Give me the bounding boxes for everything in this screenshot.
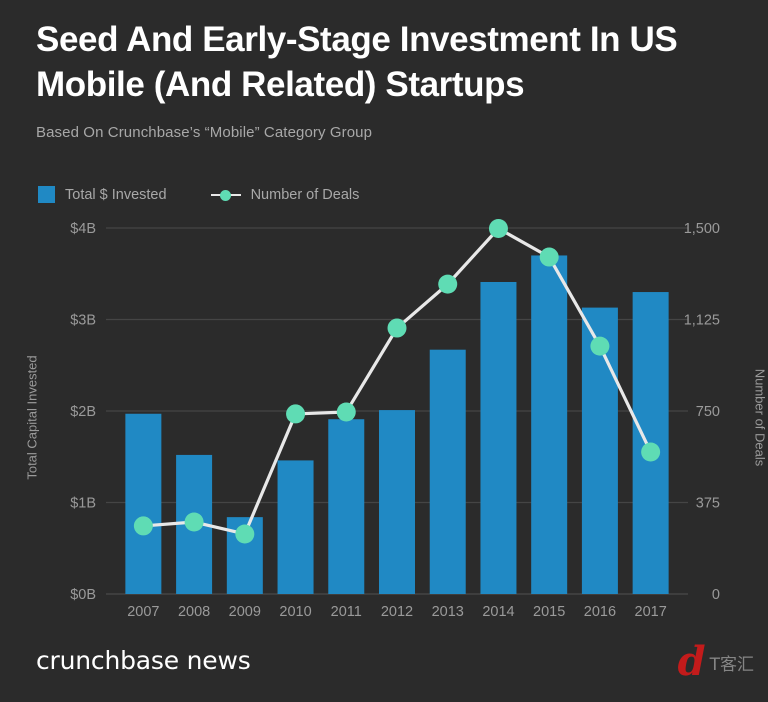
watermark: d T客汇 <box>678 642 754 682</box>
x-axis-tick-label: 2016 <box>584 604 616 620</box>
line-marker <box>286 404 306 424</box>
bar <box>379 410 415 594</box>
bar <box>480 281 517 594</box>
page-title: Seed And Early-Stage Investment In US Mo… <box>36 20 678 104</box>
y-axis-left-tick-labels: $0B $1B $2B $3B $4B <box>70 221 96 603</box>
line-marker <box>133 516 153 536</box>
y-axis-right-tick-label: 375 <box>696 496 720 512</box>
watermark-text: T客汇 <box>709 654 754 675</box>
x-axis-tick-label: 2012 <box>381 604 413 620</box>
bar <box>125 413 162 594</box>
bar <box>531 255 568 594</box>
y-axis-right-tick-labels: 0 375 750 1,125 1,500 <box>684 221 720 603</box>
x-axis-tick-label: 2014 <box>482 604 514 620</box>
x-axis-tick-label: 2009 <box>229 604 261 620</box>
footer-brand: crunchbase news <box>36 646 251 675</box>
line-marker <box>438 274 458 294</box>
y-axis-left-title: Total Capital Invested <box>24 355 40 480</box>
x-axis-tick-label: 2007 <box>127 604 159 620</box>
y-axis-left-tick-label: $3B <box>70 313 96 329</box>
y-axis-left-tick-label: $4B <box>70 221 96 237</box>
chart-legend: Total $ Invested Number of Deals <box>38 186 359 203</box>
legend-item-number-of-deals[interactable]: Number of Deals <box>210 186 360 203</box>
line-series-markers <box>133 218 661 544</box>
x-axis-tick-label: 2017 <box>635 604 667 620</box>
y-axis-right-tick-label: 1,125 <box>684 313 720 329</box>
bar <box>277 460 314 594</box>
line-marker <box>488 218 508 238</box>
line-marker <box>539 247 559 267</box>
watermark-logo-icon: d <box>677 638 706 685</box>
bar <box>328 419 365 594</box>
y-axis-right-title: Number of Deals <box>752 368 768 467</box>
legend-item-total-invested[interactable]: Total $ Invested <box>38 186 167 203</box>
y-axis-right-tick-label: 0 <box>712 587 720 603</box>
y-axis-left-tick-label: $0B <box>70 587 96 603</box>
line-marker <box>184 512 204 532</box>
x-axis-tick-label: 2010 <box>279 604 311 620</box>
x-axis-tick-labels: 2007 2008 2009 2010 2011 2012 2013 2014 2015 2016… <box>127 604 667 620</box>
bar-swatch-icon <box>38 186 55 203</box>
line-marker <box>387 318 407 338</box>
line-marker <box>336 402 356 422</box>
x-axis-tick-label: 2011 <box>331 604 362 620</box>
line-marker <box>590 336 610 356</box>
chart-header: Seed And Early-Stage Investment In US Mo… <box>36 18 736 141</box>
legend-label-number-of-deals: Number of Deals <box>250 186 360 203</box>
line-dot-swatch-icon <box>210 189 241 201</box>
x-axis-tick-label: 2013 <box>432 604 464 620</box>
legend-label-total-invested: Total $ Invested <box>65 186 167 203</box>
bar <box>429 349 466 594</box>
y-axis-right-tick-label: 1,500 <box>684 221 720 237</box>
x-axis-tick-label: 2008 <box>178 604 210 620</box>
chart-subtitle: Based On Crunchbase’s “Mobile” Category … <box>36 123 373 141</box>
y-axis-right-tick-label: 750 <box>696 404 720 420</box>
y-axis-left-tick-label: $2B <box>70 404 96 420</box>
bar-series <box>125 255 669 594</box>
line-marker <box>235 524 255 544</box>
y-axis-left-tick-label: $1B <box>70 496 96 512</box>
x-axis-tick-label: 2015 <box>533 604 565 620</box>
line-marker <box>641 442 661 462</box>
